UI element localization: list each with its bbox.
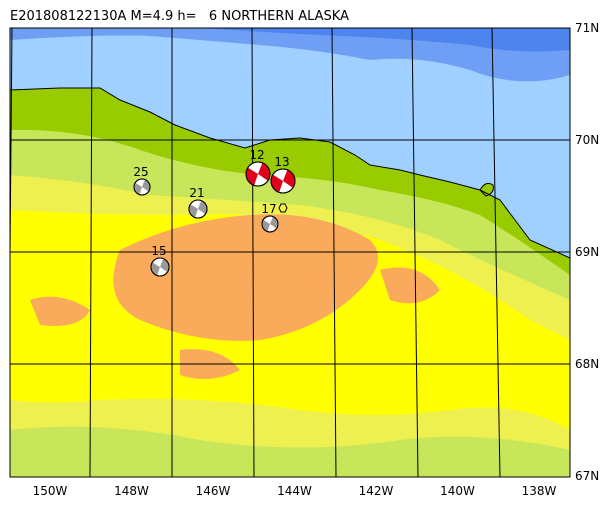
beachball-outline: [270, 168, 296, 194]
beachball-outline: [245, 161, 271, 187]
latitude-label: 67N: [575, 469, 599, 483]
beachball: 17: [261, 202, 279, 233]
beachball: 25: [133, 165, 151, 196]
map-frame: [9, 27, 571, 478]
beachball-sector: [246, 167, 258, 186]
longitude-label: 150W: [33, 484, 68, 498]
beachball: 12: [245, 148, 271, 187]
map-title: E201808122130A M=4.9 h= 6 NORTHERN ALASK…: [10, 9, 349, 24]
beachball-sector: [160, 258, 170, 273]
event-label: 17: [261, 202, 276, 216]
beachball: 13: [270, 155, 296, 194]
longitude-label: 138W: [522, 484, 557, 498]
map-area: [10, 28, 570, 477]
event-label: 15: [151, 244, 166, 258]
longitude-label: 148W: [114, 484, 149, 498]
longitude-label: 144W: [277, 484, 312, 498]
latitude-label: 71N: [575, 21, 599, 35]
latitude-label: 70N: [575, 133, 599, 147]
event-label: 25: [133, 165, 148, 179]
beachball-outline: [261, 215, 279, 233]
event-label: 12: [249, 148, 264, 162]
latitude-label: 69N: [575, 245, 599, 259]
beachball-sector: [258, 162, 270, 181]
beachball-sector: [270, 216, 279, 229]
beachball: 15: [150, 244, 170, 277]
station-marker: [278, 203, 288, 213]
beachball-outline: [133, 178, 151, 196]
beachball-outline: [188, 199, 208, 219]
beachball-sector: [271, 174, 283, 193]
event-label: 13: [274, 155, 289, 169]
beachball-sector: [142, 179, 150, 192]
beachball-sector: [198, 200, 208, 215]
longitude-label: 146W: [196, 484, 231, 498]
longitude-label: 140W: [440, 484, 475, 498]
latitude-label: 68N: [575, 357, 599, 371]
beachball: 21: [188, 186, 208, 219]
beachball-outline: [150, 257, 170, 277]
beachball-sector: [283, 169, 295, 188]
event-label: 21: [189, 186, 204, 200]
longitude-label: 142W: [359, 484, 394, 498]
